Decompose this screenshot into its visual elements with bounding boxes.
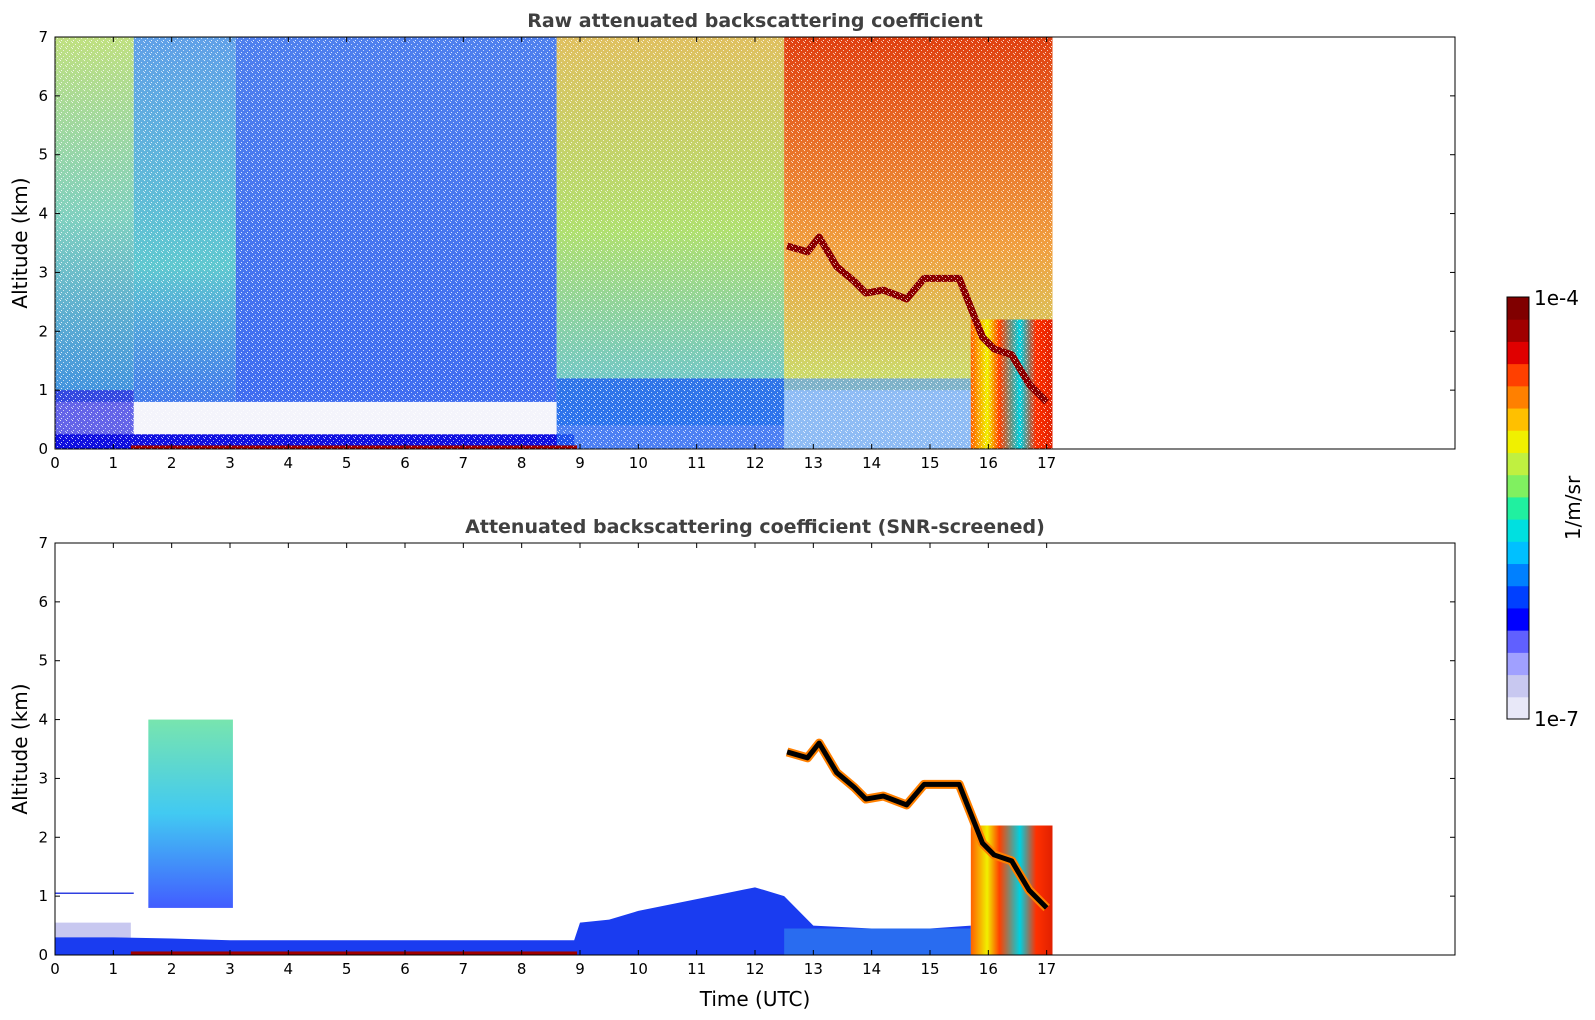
colorbar-step [1507, 674, 1529, 698]
colorbar-frame [1506, 296, 1530, 720]
panel-screened-heatmap [55, 719, 1053, 955]
colorbar-step [1507, 630, 1529, 653]
x-tick-label: 7 [459, 454, 469, 472]
y-tick-label: 7 [38, 28, 48, 46]
panel-screened-xlabel: Time (UTC) [699, 987, 811, 1011]
x-tick-label: 12 [745, 454, 764, 472]
colorbar-step [1507, 474, 1529, 498]
y-tick-label: 6 [38, 87, 48, 105]
scr-aerosol-plume [148, 719, 233, 908]
y-tick-label: 1 [38, 887, 48, 905]
panel-raw: Raw attenuated backscattering coefficien… [8, 10, 1456, 472]
x-tick-label: 10 [629, 960, 648, 978]
x-tick-label: 12 [745, 960, 764, 978]
colorbar-step [1507, 452, 1529, 476]
colorbar-step [1507, 297, 1529, 320]
y-tick-label: 3 [38, 263, 48, 281]
y-tick-label: 1 [38, 381, 48, 399]
x-tick-label: 6 [400, 960, 410, 978]
colorbar-max-label: 1e-4 [1534, 286, 1579, 310]
panel-raw-heatmap [55, 37, 1455, 449]
x-tick-label: 2 [167, 960, 177, 978]
x-tick-label: 15 [920, 454, 939, 472]
x-tick-label: 16 [979, 960, 998, 978]
colorbar-step [1507, 430, 1529, 453]
colorbar-step [1507, 385, 1529, 409]
y-tick-label: 3 [38, 769, 48, 787]
x-tick-label: 5 [342, 454, 352, 472]
x-tick-label: 0 [50, 454, 60, 472]
colorbar-step [1507, 652, 1529, 676]
scr-surface-signal [130, 951, 578, 955]
y-tick-label: 2 [38, 828, 48, 846]
panel-raw-title: Raw attenuated backscattering coefficien… [527, 10, 983, 32]
x-tick-label: 8 [517, 454, 527, 472]
x-tick-label: 5 [342, 960, 352, 978]
scr-cloud-layer [786, 740, 1049, 910]
y-tick-label: 4 [38, 205, 48, 223]
y-tick-label: 5 [38, 652, 48, 670]
y-tick-label: 0 [38, 946, 48, 964]
x-tick-label: 11 [687, 454, 706, 472]
y-tick-label: 4 [38, 711, 48, 729]
panel-screened-ylabel: Altitude (km) [8, 683, 32, 814]
colorbar-min-label: 1e-7 [1534, 707, 1579, 731]
colorbar-step [1507, 496, 1529, 520]
x-tick-label: 3 [225, 960, 235, 978]
x-tick-label: 7 [459, 960, 469, 978]
x-tick-label: 9 [575, 960, 585, 978]
x-tick-label: 3 [225, 454, 235, 472]
x-tick-label: 4 [284, 454, 294, 472]
colorbar-step [1507, 607, 1529, 631]
panel-screened: Attenuated backscattering coefficient (S… [8, 516, 1456, 1011]
x-tick-label: 1 [109, 454, 119, 472]
y-tick-label: 7 [38, 534, 48, 552]
panel-screened-title: Attenuated backscattering coefficient (S… [465, 516, 1045, 538]
x-tick-label: 0 [50, 960, 60, 978]
colorbar-step [1507, 363, 1529, 387]
colorbar-label: 1/m/sr [1561, 475, 1585, 540]
colorbar-step [1507, 408, 1529, 431]
x-tick-label: 2 [167, 454, 177, 472]
x-tick-label: 14 [862, 960, 881, 978]
x-tick-label: 9 [575, 454, 585, 472]
colorbar-step [1507, 541, 1529, 565]
x-tick-label: 14 [862, 454, 881, 472]
colorbar-step [1507, 319, 1529, 342]
x-tick-label: 17 [1037, 454, 1056, 472]
scr-afternoon-bl [784, 928, 971, 955]
y-tick-label: 2 [38, 322, 48, 340]
x-tick-label: 16 [979, 454, 998, 472]
x-tick-label: 6 [400, 454, 410, 472]
x-tick-label: 4 [284, 960, 294, 978]
x-tick-label: 13 [804, 960, 823, 978]
y-tick-label: 5 [38, 146, 48, 164]
x-tick-label: 8 [517, 960, 527, 978]
colorbar-step [1507, 563, 1529, 587]
colorbar-step [1507, 519, 1529, 542]
colorbar-step [1507, 341, 1529, 365]
panel-raw-ylabel: Altitude (km) [8, 177, 32, 308]
raw-noise-texture [55, 37, 1455, 449]
colorbar-step [1507, 696, 1529, 720]
colorbar: 1e-4 1e-7 1/m/sr [1506, 286, 1585, 731]
x-tick-label: 13 [804, 454, 823, 472]
x-tick-label: 17 [1037, 960, 1056, 978]
x-tick-label: 15 [920, 960, 939, 978]
scr-boundary-layer [55, 887, 971, 955]
y-tick-label: 6 [38, 593, 48, 611]
x-tick-label: 10 [629, 454, 648, 472]
x-tick-label: 11 [687, 960, 706, 978]
x-tick-label: 1 [109, 960, 119, 978]
colorbar-step [1507, 585, 1529, 609]
y-tick-label: 0 [38, 440, 48, 458]
